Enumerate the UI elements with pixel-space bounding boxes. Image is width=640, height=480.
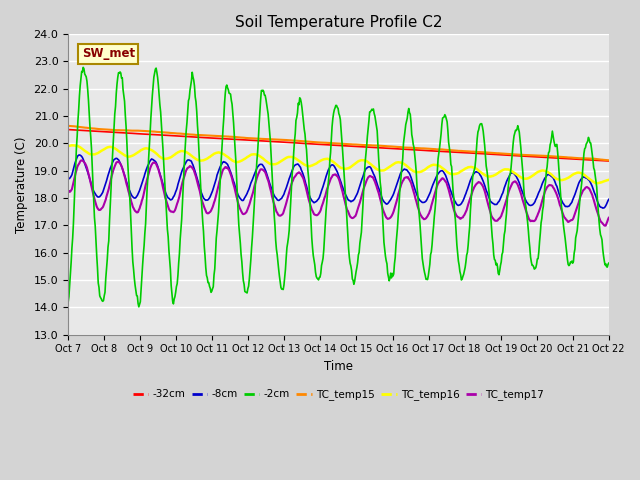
- TC_temp15: [186, 132, 193, 137]
- -32cm: [64, 127, 72, 132]
- TC_temp17: [186, 164, 193, 170]
- TC_temp15: [420, 145, 428, 151]
- TC_temp15: [64, 123, 72, 129]
- TC_temp16: [186, 151, 193, 156]
- TC_temp17: [605, 215, 612, 221]
- TC_temp17: [601, 223, 609, 228]
- -8cm: [131, 195, 138, 201]
- TC_temp16: [605, 177, 612, 183]
- -2cm: [422, 273, 429, 278]
- TC_temp16: [75, 144, 83, 149]
- Line: -8cm: -8cm: [68, 155, 609, 208]
- TC_temp16: [420, 167, 428, 173]
- -8cm: [214, 170, 221, 176]
- Line: TC_temp16: TC_temp16: [68, 145, 609, 183]
- TC_temp17: [78, 157, 86, 163]
- Title: Soil Temperature Profile C2: Soil Temperature Profile C2: [235, 15, 442, 30]
- Y-axis label: Temperature (C): Temperature (C): [15, 136, 28, 232]
- -32cm: [74, 127, 82, 133]
- -32cm: [184, 134, 192, 140]
- -2cm: [131, 276, 138, 281]
- -32cm: [420, 147, 428, 153]
- TC_temp15: [214, 133, 221, 139]
- -2cm: [135, 304, 143, 310]
- Line: TC_temp17: TC_temp17: [68, 160, 609, 226]
- TC_temp17: [405, 176, 413, 182]
- -8cm: [186, 157, 193, 163]
- TC_temp16: [593, 180, 600, 186]
- TC_temp16: [214, 150, 221, 156]
- -32cm: [130, 131, 138, 136]
- -2cm: [214, 209, 222, 215]
- Legend: -32cm, -8cm, -2cm, TC_temp15, TC_temp16, TC_temp17: -32cm, -8cm, -2cm, TC_temp15, TC_temp16,…: [129, 385, 548, 405]
- -2cm: [406, 110, 413, 116]
- -8cm: [76, 152, 83, 158]
- -8cm: [599, 205, 607, 211]
- -32cm: [404, 146, 412, 152]
- -2cm: [605, 260, 612, 266]
- -8cm: [64, 176, 72, 182]
- Line: TC_temp15: TC_temp15: [68, 126, 609, 160]
- -2cm: [64, 299, 72, 305]
- X-axis label: Time: Time: [324, 360, 353, 373]
- TC_temp15: [65, 123, 73, 129]
- -2cm: [186, 87, 194, 93]
- TC_temp17: [64, 188, 72, 194]
- TC_temp16: [405, 165, 413, 170]
- -32cm: [213, 135, 221, 141]
- Text: SW_met: SW_met: [82, 48, 135, 60]
- -2cm: [74, 118, 82, 123]
- -32cm: [605, 158, 612, 164]
- TC_temp15: [405, 145, 413, 151]
- -8cm: [420, 199, 428, 205]
- Line: -32cm: -32cm: [68, 130, 609, 161]
- TC_temp15: [75, 124, 83, 130]
- TC_temp15: [131, 128, 138, 133]
- TC_temp16: [70, 143, 77, 148]
- TC_temp17: [74, 163, 82, 168]
- TC_temp16: [64, 143, 72, 149]
- -2cm: [79, 64, 87, 70]
- -8cm: [405, 169, 413, 175]
- -8cm: [605, 196, 612, 202]
- Line: -2cm: -2cm: [68, 67, 609, 307]
- TC_temp15: [605, 157, 612, 163]
- TC_temp17: [131, 207, 138, 213]
- -8cm: [74, 153, 82, 158]
- TC_temp17: [420, 216, 428, 222]
- TC_temp17: [214, 186, 221, 192]
- TC_temp16: [131, 152, 138, 157]
